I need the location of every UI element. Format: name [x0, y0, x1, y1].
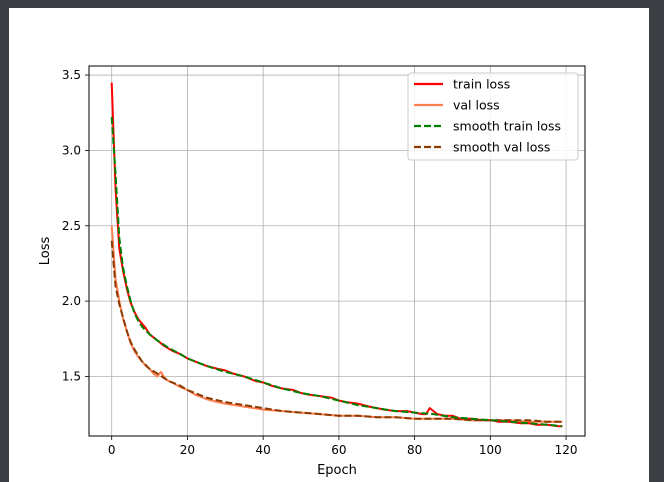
series-lines: [110, 82, 563, 428]
x-axis-ticks: 0 20 40 60 80 100 120: [108, 436, 578, 457]
x-tick-label: 100: [479, 443, 502, 457]
y-tick-label: 3.0: [62, 143, 81, 157]
legend-entry-label: train loss: [453, 77, 510, 92]
legend-entry-label: smooth train loss: [453, 119, 561, 134]
y-axis-ticks: 1.5 2.0 2.5 3.0 3.5: [62, 68, 89, 383]
x-tick-label: 80: [407, 443, 422, 457]
legend-box: [407, 72, 579, 161]
figure-canvas: 0 20 40 60 80 100 120 1.5 2.0 2.5 3.0 3.5 Epoch Lo…: [9, 8, 649, 482]
x-axis-label: Epoch: [317, 463, 357, 478]
x-tick-label: 40: [256, 443, 271, 457]
x-tick-label: 20: [180, 443, 195, 457]
legend: train loss val loss smooth train loss smoot…: [407, 72, 579, 161]
y-tick-label: 2.5: [62, 219, 81, 233]
legend-entry-label: smooth val loss: [453, 140, 550, 155]
y-tick-label: 3.5: [62, 68, 81, 82]
smooth-train-loss-line: [110, 117, 563, 428]
plot-frame: [88, 65, 586, 437]
y-tick-label: 2.0: [62, 294, 81, 308]
x-tick-label: 120: [555, 443, 578, 457]
y-tick-label: 1.5: [62, 369, 81, 383]
y-axis-label: Loss: [38, 237, 53, 266]
x-tick-label: 0: [108, 443, 116, 457]
x-tick-label: 60: [331, 443, 346, 457]
legend-entry-label: val loss: [453, 98, 500, 113]
loss-chart: 0 20 40 60 80 100 120 1.5 2.0 2.5 3.0 3.5 Epoch Lo…: [38, 65, 586, 478]
